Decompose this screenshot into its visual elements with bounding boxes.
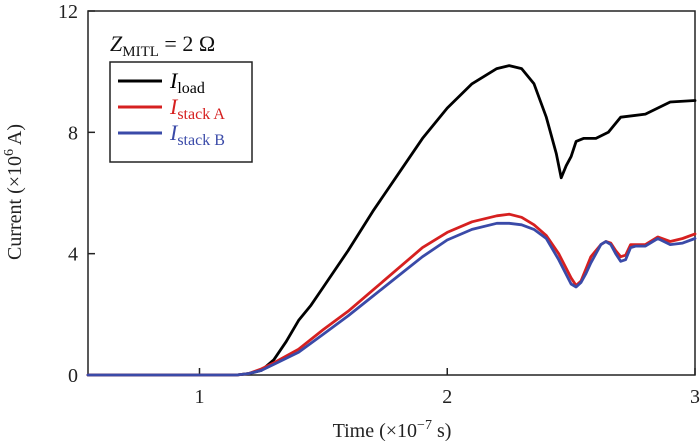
annotation: ZMITL = 2 Ω (110, 31, 215, 60)
y-tick-label: 8 (68, 122, 78, 144)
legend-label-load: Iload (169, 68, 205, 97)
legend-box (109, 61, 253, 163)
series-line-load (86, 64, 697, 377)
y-tick-label: 4 (68, 244, 78, 266)
series-line-stack-a (86, 212, 697, 377)
y-tick-label: 12 (58, 1, 78, 23)
series-line-stack-b (86, 221, 697, 377)
series-layer (86, 64, 697, 377)
y-tick-label: 0 (68, 365, 78, 387)
y-axis-label: Current (×106 A) (2, 124, 26, 260)
legend: Iload Istack A Istack B (109, 61, 253, 163)
legend-label-stack-a: Istack A (169, 94, 225, 123)
plot-frame (87, 10, 696, 376)
x-tick-label: 1 (194, 386, 204, 408)
x-axis-label: Time (×10−7 s) (333, 418, 452, 441)
x-tick-label: 3 (690, 386, 700, 408)
legend-label-stack-b: Istack B (169, 120, 225, 149)
x-tick-label: 2 (442, 386, 452, 408)
